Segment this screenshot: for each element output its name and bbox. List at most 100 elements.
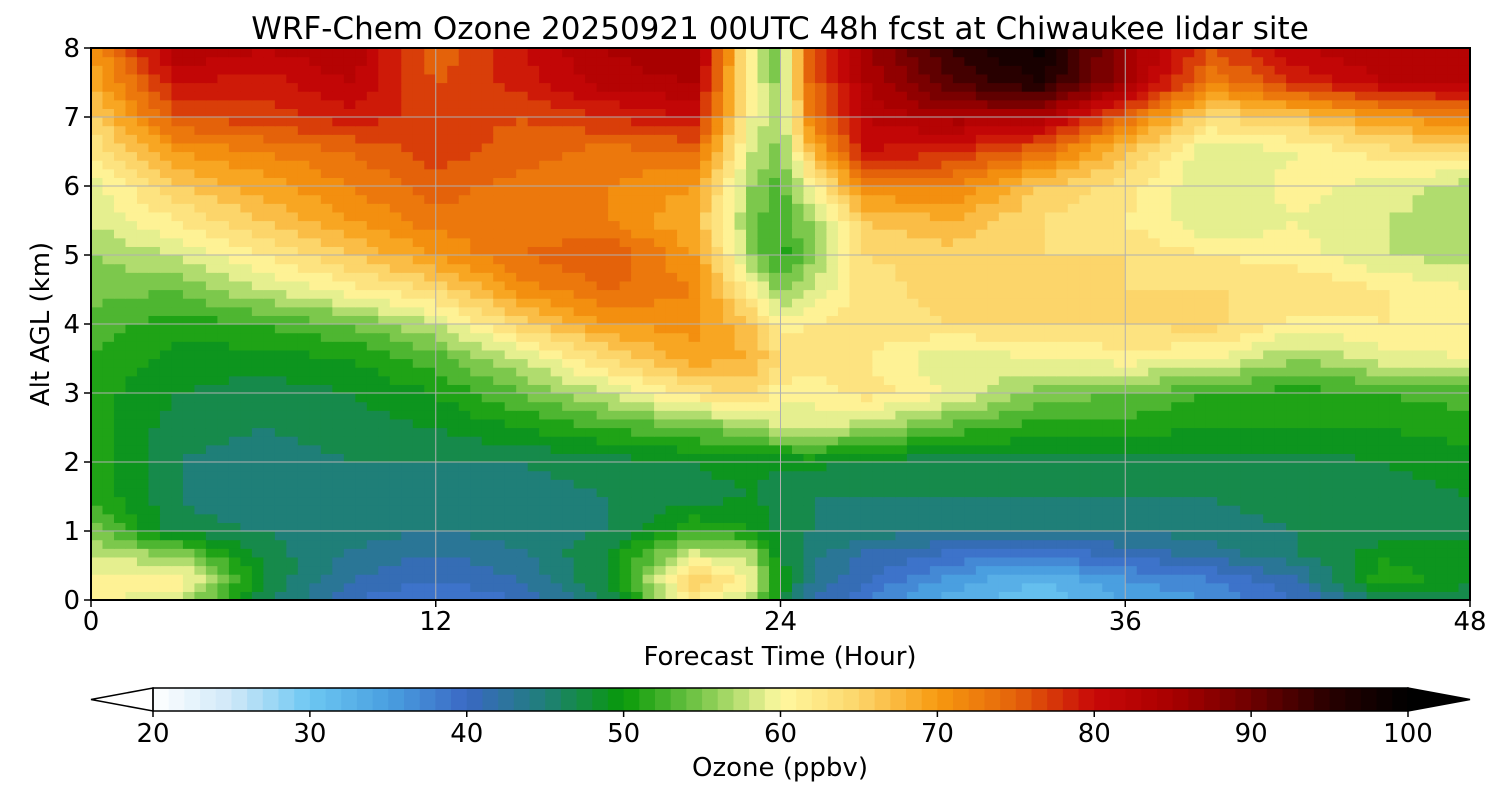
heatmap-cell [228, 548, 241, 558]
heatmap-cell [378, 393, 391, 403]
heatmap-cell [1274, 505, 1287, 515]
heatmap-cell [527, 436, 540, 446]
heatmap-cell [654, 539, 667, 549]
heatmap-cell [389, 341, 402, 351]
heatmap-cell [780, 263, 793, 273]
heatmap-cell [780, 505, 793, 515]
heatmap-cell [895, 358, 908, 368]
heatmap-cell [1182, 574, 1195, 584]
heatmap-cell [1113, 427, 1126, 437]
heatmap-cell [746, 393, 759, 403]
heatmap-cell [677, 505, 690, 515]
heatmap-cell [1056, 505, 1069, 515]
heatmap-cell [113, 263, 127, 273]
heatmap-cell [860, 358, 874, 368]
heatmap-cell [1079, 298, 1092, 308]
heatmap-cell [136, 470, 150, 480]
heatmap-cell [539, 479, 552, 489]
heatmap-cell [355, 246, 368, 256]
heatmap-cell [412, 531, 425, 541]
heatmap-cell [1378, 418, 1391, 429]
heatmap-cell [860, 306, 874, 316]
heatmap-cell [1401, 531, 1414, 541]
heatmap-cell [723, 315, 736, 325]
heatmap-cell [263, 522, 276, 532]
heatmap-cell [550, 462, 563, 472]
heatmap-cell [929, 367, 942, 377]
heatmap-cell [1113, 341, 1126, 351]
heatmap-cell [228, 263, 241, 273]
heatmap-cell [1297, 487, 1310, 498]
heatmap-cell [711, 367, 724, 377]
heatmap-cell [769, 315, 782, 325]
heatmap-cell [918, 444, 931, 454]
heatmap-cell [1079, 522, 1092, 532]
heatmap-cell [1056, 513, 1069, 523]
heatmap-cell [343, 367, 356, 377]
heatmap-cell [504, 505, 517, 515]
heatmap-cell [895, 255, 908, 265]
heatmap-cell [791, 358, 805, 368]
heatmap-cell [746, 427, 759, 437]
heatmap-cell [539, 531, 552, 541]
heatmap-cell [941, 349, 954, 360]
heatmap-cell [527, 255, 540, 265]
heatmap-cell [700, 272, 713, 282]
heatmap-cell [1286, 332, 1299, 342]
heatmap-cell [654, 289, 667, 299]
heatmap-cell [723, 522, 736, 532]
heatmap-cell [539, 444, 552, 454]
heatmap-cell [562, 470, 575, 480]
heatmap-cell [895, 263, 908, 273]
heatmap-cell [447, 436, 460, 446]
heatmap-cell [1125, 298, 1138, 308]
heatmap-cell [136, 401, 150, 411]
heatmap-cell [182, 246, 196, 256]
heatmap-cell [424, 255, 437, 265]
heatmap-cell [458, 255, 471, 265]
heatmap-cell [343, 237, 356, 247]
heatmap-cell [1067, 556, 1080, 567]
heatmap-cell [1240, 289, 1253, 299]
heatmap-cell [780, 574, 793, 584]
heatmap-cell [470, 289, 483, 299]
heatmap-cell [389, 453, 402, 463]
heatmap-cell [1424, 349, 1437, 360]
heatmap-cell [194, 298, 207, 308]
heatmap-cell [1366, 453, 1379, 463]
heatmap-cell [1389, 246, 1402, 256]
heatmap-cell [780, 375, 793, 385]
heatmap-cell [1125, 548, 1138, 558]
heatmap-cell [1274, 367, 1287, 377]
heatmap-cell [1217, 272, 1230, 282]
heatmap-cell [550, 418, 563, 429]
heatmap-cell [1435, 539, 1448, 549]
heatmap-cell [332, 539, 345, 549]
heatmap-cell [1194, 496, 1207, 506]
heatmap-cell [1182, 418, 1195, 429]
heatmap-cell [1205, 349, 1218, 360]
heatmap-cell [435, 410, 448, 420]
heatmap-cell [539, 548, 552, 558]
heatmap-cell [998, 393, 1011, 403]
heatmap-cell [113, 393, 127, 403]
heatmap-cell [1102, 487, 1115, 498]
heatmap-cell [205, 367, 219, 377]
heatmap-cell [148, 306, 161, 316]
heatmap-cell [447, 410, 460, 420]
heatmap-cell [1240, 255, 1253, 265]
heatmap-cell [1171, 332, 1184, 342]
heatmap-cell [665, 246, 678, 256]
heatmap-cell [424, 401, 437, 411]
heatmap-cell [447, 522, 460, 532]
heatmap-cell [837, 591, 851, 600]
heatmap-cell [228, 444, 241, 454]
heatmap-cell [1113, 410, 1126, 420]
heatmap-cell [803, 591, 816, 600]
heatmap-cell [389, 332, 402, 342]
heatmap-cell [1343, 470, 1356, 480]
heatmap-cell [1205, 246, 1218, 256]
heatmap-cell [642, 548, 655, 558]
heatmap-cell [998, 418, 1011, 429]
heatmap-cell [895, 582, 908, 592]
